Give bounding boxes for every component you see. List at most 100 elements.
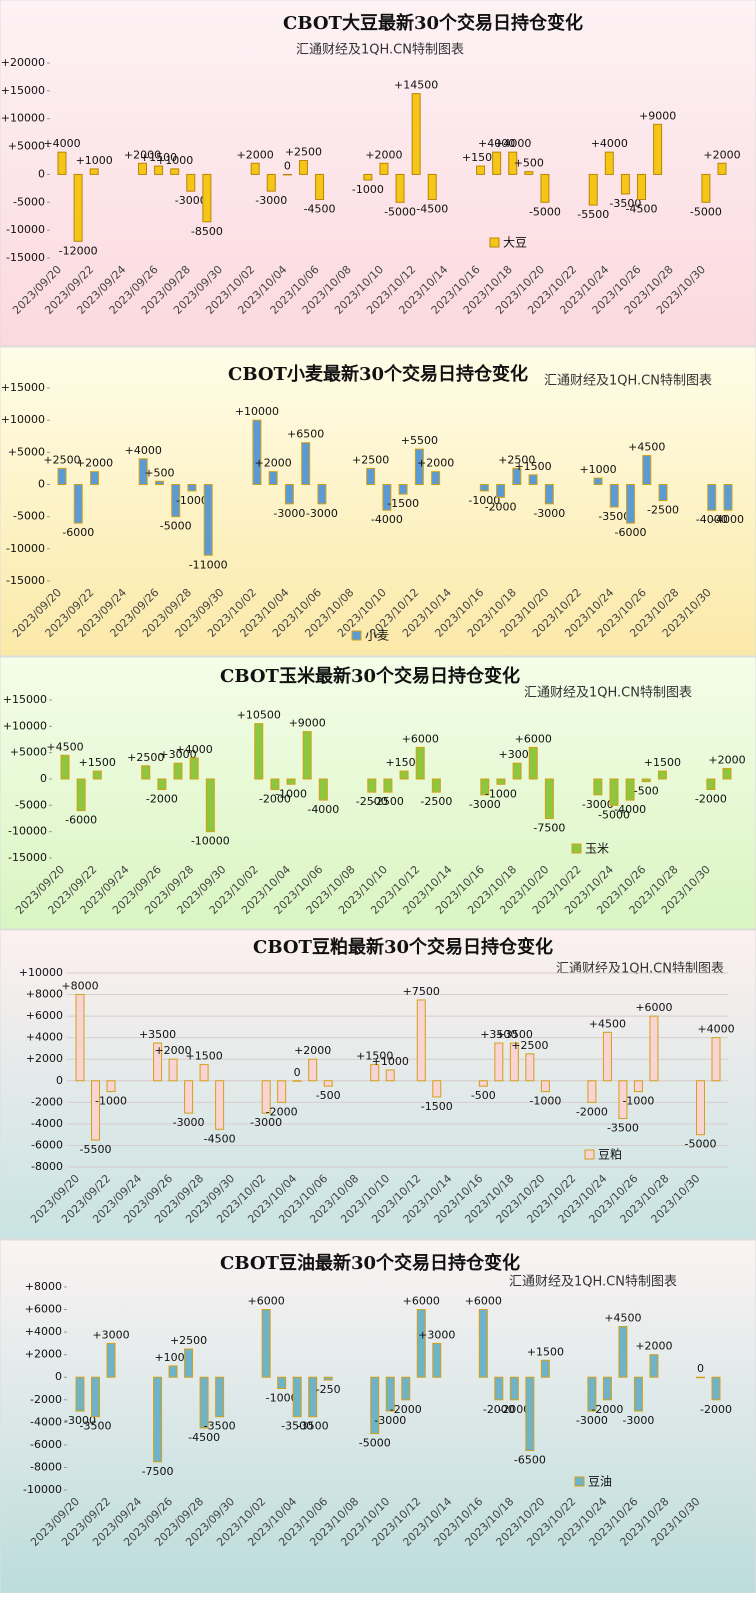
bar xyxy=(92,770,102,780)
bar xyxy=(106,1080,116,1093)
y-tick-label: +15000 xyxy=(1,84,45,97)
data-label: -5000 xyxy=(529,205,561,218)
y-tick-label: -5000 xyxy=(13,510,45,523)
bar xyxy=(416,1309,426,1378)
bar xyxy=(277,1080,287,1103)
data-label: -5500 xyxy=(80,1143,112,1156)
data-label: -12000 xyxy=(59,244,98,257)
bar xyxy=(199,1064,209,1082)
y-tick-label: +20000 xyxy=(1,56,45,69)
data-label: -2000 xyxy=(483,1403,515,1416)
data-label: -1500 xyxy=(421,1100,453,1113)
bar xyxy=(633,1376,643,1412)
data-label: +6000 xyxy=(402,732,439,745)
bar xyxy=(723,484,733,511)
bar xyxy=(367,778,377,793)
bar xyxy=(701,173,711,203)
data-label: -3000 xyxy=(306,507,338,520)
data-label: -7500 xyxy=(142,1465,174,1478)
bar xyxy=(658,484,668,502)
legend-label: 大豆 xyxy=(503,236,527,250)
data-label: -6000 xyxy=(62,526,94,539)
chart-title: CBOT玉米最新30个交易日持仓变化 xyxy=(220,665,520,687)
data-label: -3500 xyxy=(80,1420,112,1433)
chart-subtitle: 汇通财经及1QH.CN特制图表 xyxy=(296,43,464,58)
data-label: +5500 xyxy=(401,434,438,447)
data-label: +2500 xyxy=(352,453,389,466)
y-tick-label: -15000 xyxy=(6,251,45,264)
bar xyxy=(588,173,598,206)
bar xyxy=(57,467,67,485)
bar xyxy=(261,1080,271,1114)
bar xyxy=(168,1365,178,1378)
data-label: 0 xyxy=(697,1362,704,1375)
data-label: +1500 xyxy=(185,1050,222,1063)
data-label: -4000 xyxy=(712,513,744,526)
data-label: -2000 xyxy=(576,1105,608,1118)
data-label: -1000 xyxy=(176,494,208,507)
bar xyxy=(323,1376,333,1381)
legend-swatch xyxy=(489,237,500,248)
bar xyxy=(370,1064,380,1082)
bar xyxy=(722,767,732,780)
data-label: +2000 xyxy=(255,457,292,470)
data-label: +2000 xyxy=(237,148,274,161)
bar xyxy=(509,1376,519,1401)
data-label: +500 xyxy=(144,466,174,479)
bar xyxy=(317,484,327,505)
data-label: -5000 xyxy=(384,205,416,218)
data-label: -10000 xyxy=(191,835,230,848)
bar xyxy=(695,1376,705,1379)
y-tick-label: -2000 xyxy=(31,1095,63,1108)
data-label: -4000 xyxy=(307,803,339,816)
data-label: -500 xyxy=(471,1089,496,1102)
bar xyxy=(587,1376,597,1412)
bar xyxy=(60,754,70,780)
data-label: -4500 xyxy=(204,1132,236,1145)
bar xyxy=(411,93,421,175)
bar xyxy=(637,173,647,201)
data-label: -1000 xyxy=(352,183,384,196)
data-label: -5000 xyxy=(690,205,722,218)
bar xyxy=(315,173,325,201)
y-tick-label: +10000 xyxy=(3,719,47,732)
data-label: -3000 xyxy=(175,194,207,207)
bar xyxy=(587,1080,597,1103)
bar xyxy=(593,778,603,796)
data-label: -3000 xyxy=(250,1116,282,1129)
data-label: -1000 xyxy=(468,494,500,507)
data-label: -4000 xyxy=(614,803,646,816)
bar xyxy=(528,746,538,780)
data-label: +9000 xyxy=(639,109,676,122)
data-label: 0 xyxy=(294,1066,301,1079)
bar xyxy=(711,1037,721,1082)
data-label: +1500 xyxy=(385,756,422,769)
data-label: +4000 xyxy=(591,137,628,150)
data-label: +1500 xyxy=(356,1050,393,1063)
data-label: -5000 xyxy=(598,808,630,821)
bar xyxy=(602,1031,612,1082)
data-label: -2500 xyxy=(372,795,404,808)
bar xyxy=(711,1376,721,1401)
y-tick-label: -10000 xyxy=(8,825,47,838)
bar xyxy=(478,1309,488,1378)
bar xyxy=(695,1080,705,1136)
bar xyxy=(173,762,183,780)
data-label: +500 xyxy=(514,157,544,170)
data-label: +1000 xyxy=(372,1055,409,1068)
bar xyxy=(266,173,276,192)
data-label: -3000 xyxy=(533,507,565,520)
data-label: +1500 xyxy=(644,756,681,769)
bar xyxy=(525,1053,535,1082)
bar xyxy=(203,484,213,556)
data-label: -2000 xyxy=(485,500,517,513)
chart-subtitle: 汇通财经及1QH.CN特制图表 xyxy=(524,686,692,701)
y-tick-label: 0 xyxy=(55,1370,62,1383)
data-label: +1500 xyxy=(514,460,551,473)
bar xyxy=(540,173,550,203)
y-tick-label: -5000 xyxy=(15,798,47,811)
bar xyxy=(187,484,197,492)
data-label: -1000 xyxy=(485,787,517,800)
data-label: +4500 xyxy=(604,1311,641,1324)
data-label: -500 xyxy=(634,785,659,798)
